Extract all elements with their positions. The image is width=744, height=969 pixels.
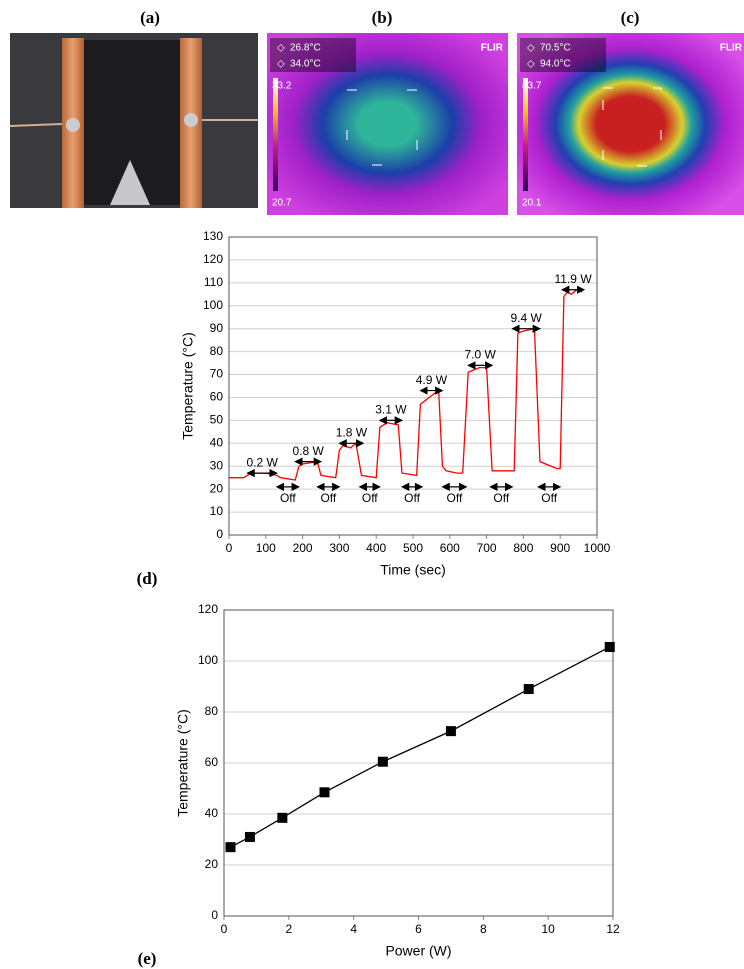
data-point — [604, 641, 615, 652]
data-line — [229, 288, 583, 481]
x-tick-label: 4 — [350, 922, 357, 936]
x-tick-label: 400 — [366, 541, 386, 555]
brand: FLIR — [720, 43, 743, 54]
plot-frame — [223, 609, 614, 917]
x-tick-label: 8 — [480, 922, 487, 936]
data-line — [230, 646, 611, 848]
y-tick-label: 20 — [210, 481, 224, 495]
y-tick-label: 80 — [210, 344, 224, 358]
scale-min: 20.1 — [522, 198, 542, 209]
x-tick-label: 200 — [293, 541, 313, 555]
annotation: 7.0 W — [464, 348, 496, 362]
y-tick-label: 70 — [210, 367, 224, 381]
x-tick-label: 900 — [550, 541, 570, 555]
y-tick-label: 110 — [204, 275, 223, 289]
x-tick-label: 2 — [285, 922, 292, 936]
x-tick-label: 0 — [221, 922, 228, 936]
thermal-spot: 70.5°C — [540, 43, 571, 54]
x-tick-label: 1000 — [584, 541, 611, 555]
data-point — [445, 726, 456, 737]
annotation: 0.2 W — [246, 455, 278, 469]
y-tick-label: 40 — [205, 806, 219, 820]
y-tick-label: 80 — [205, 704, 219, 718]
x-tick-label: 800 — [513, 541, 533, 555]
panel-label: (a) — [140, 8, 160, 27]
data-point — [319, 787, 330, 798]
annotation: 11.9 W — [555, 272, 593, 286]
thermal-spot: 26.8°C — [290, 43, 321, 54]
y-tick-label: 130 — [203, 229, 223, 243]
thermal-spot: 94.0°C — [540, 59, 571, 70]
x-tick-label: 700 — [477, 541, 497, 555]
annotation: 3.1 W — [375, 403, 407, 417]
data-point — [244, 831, 255, 842]
annotation: 9.4 W — [510, 311, 542, 325]
thermal-image: ◇ 26.8°C ◇ 34.0°C FLIR 33.2 20.7 — [267, 33, 508, 215]
brand: FLIR — [481, 43, 504, 54]
y-axis-label: Temperature (°C) — [180, 332, 196, 440]
x-tick-label: 10 — [541, 922, 555, 936]
y-tick-label: 100 — [198, 653, 218, 667]
annotation: 1.8 W — [336, 425, 368, 439]
y-tick-label: 100 — [203, 298, 223, 312]
thermal-spot: 34.0°C — [290, 59, 321, 70]
y-tick-label: 120 — [198, 602, 218, 616]
thermal-spot: ◇ — [527, 43, 535, 54]
x-axis-label: Power (W) — [385, 943, 451, 959]
data-point — [225, 842, 236, 853]
x-tick-label: 500 — [403, 541, 423, 555]
annotation: Off — [404, 491, 420, 505]
data-point — [277, 812, 288, 823]
y-tick-label: 10 — [210, 504, 224, 518]
thermal-image: ◇ 70.5°C ◇ 94.0°C FLIR 83.7 20.1 — [517, 33, 744, 215]
plot-frame — [228, 236, 598, 536]
x-axis-label: Time (sec) — [380, 562, 446, 578]
annotation: Off — [541, 491, 557, 505]
y-tick-label: 30 — [210, 458, 224, 472]
annotation: Off — [362, 491, 378, 505]
y-tick-label: 60 — [210, 390, 224, 404]
x-tick-label: 300 — [329, 541, 349, 555]
panel-label: (d) — [137, 569, 158, 588]
y-tick-label: 60 — [205, 755, 219, 769]
data-point — [523, 684, 534, 695]
y-tick-label: 90 — [210, 321, 224, 335]
annotation: Off — [493, 491, 509, 505]
photo — [9, 33, 258, 208]
thermal-spot: ◇ — [277, 59, 285, 70]
x-tick-label: 0 — [226, 541, 233, 555]
y-tick-label: 20 — [205, 857, 219, 871]
thermal-spot: ◇ — [527, 59, 535, 70]
panel-label: (b) — [372, 8, 393, 27]
x-tick-label: 100 — [256, 541, 276, 555]
y-tick-label: 0 — [216, 527, 223, 541]
thermal-spot: ◇ — [277, 43, 285, 54]
x-tick-label: 6 — [415, 922, 422, 936]
y-tick-label: 50 — [210, 413, 224, 427]
x-tick-label: 600 — [440, 541, 460, 555]
scale-max: 33.2 — [272, 81, 292, 92]
x-tick-label: 12 — [606, 922, 620, 936]
y-tick-label: 40 — [210, 435, 224, 449]
y-tick-label: 0 — [211, 908, 218, 922]
scale-min: 20.7 — [272, 198, 292, 209]
annotation: Off — [447, 491, 463, 505]
data-point — [377, 756, 388, 767]
panel-label: (c) — [621, 8, 640, 27]
annotation: 0.8 W — [292, 444, 324, 458]
scale-max: 83.7 — [522, 81, 542, 92]
y-axis-label: Temperature (°C) — [175, 709, 191, 817]
y-tick-label: 120 — [203, 252, 223, 266]
annotation: Off — [280, 491, 296, 505]
annotation: 4.9 W — [416, 373, 448, 387]
panel-label: (e) — [138, 949, 157, 968]
annotation: Off — [320, 491, 336, 505]
